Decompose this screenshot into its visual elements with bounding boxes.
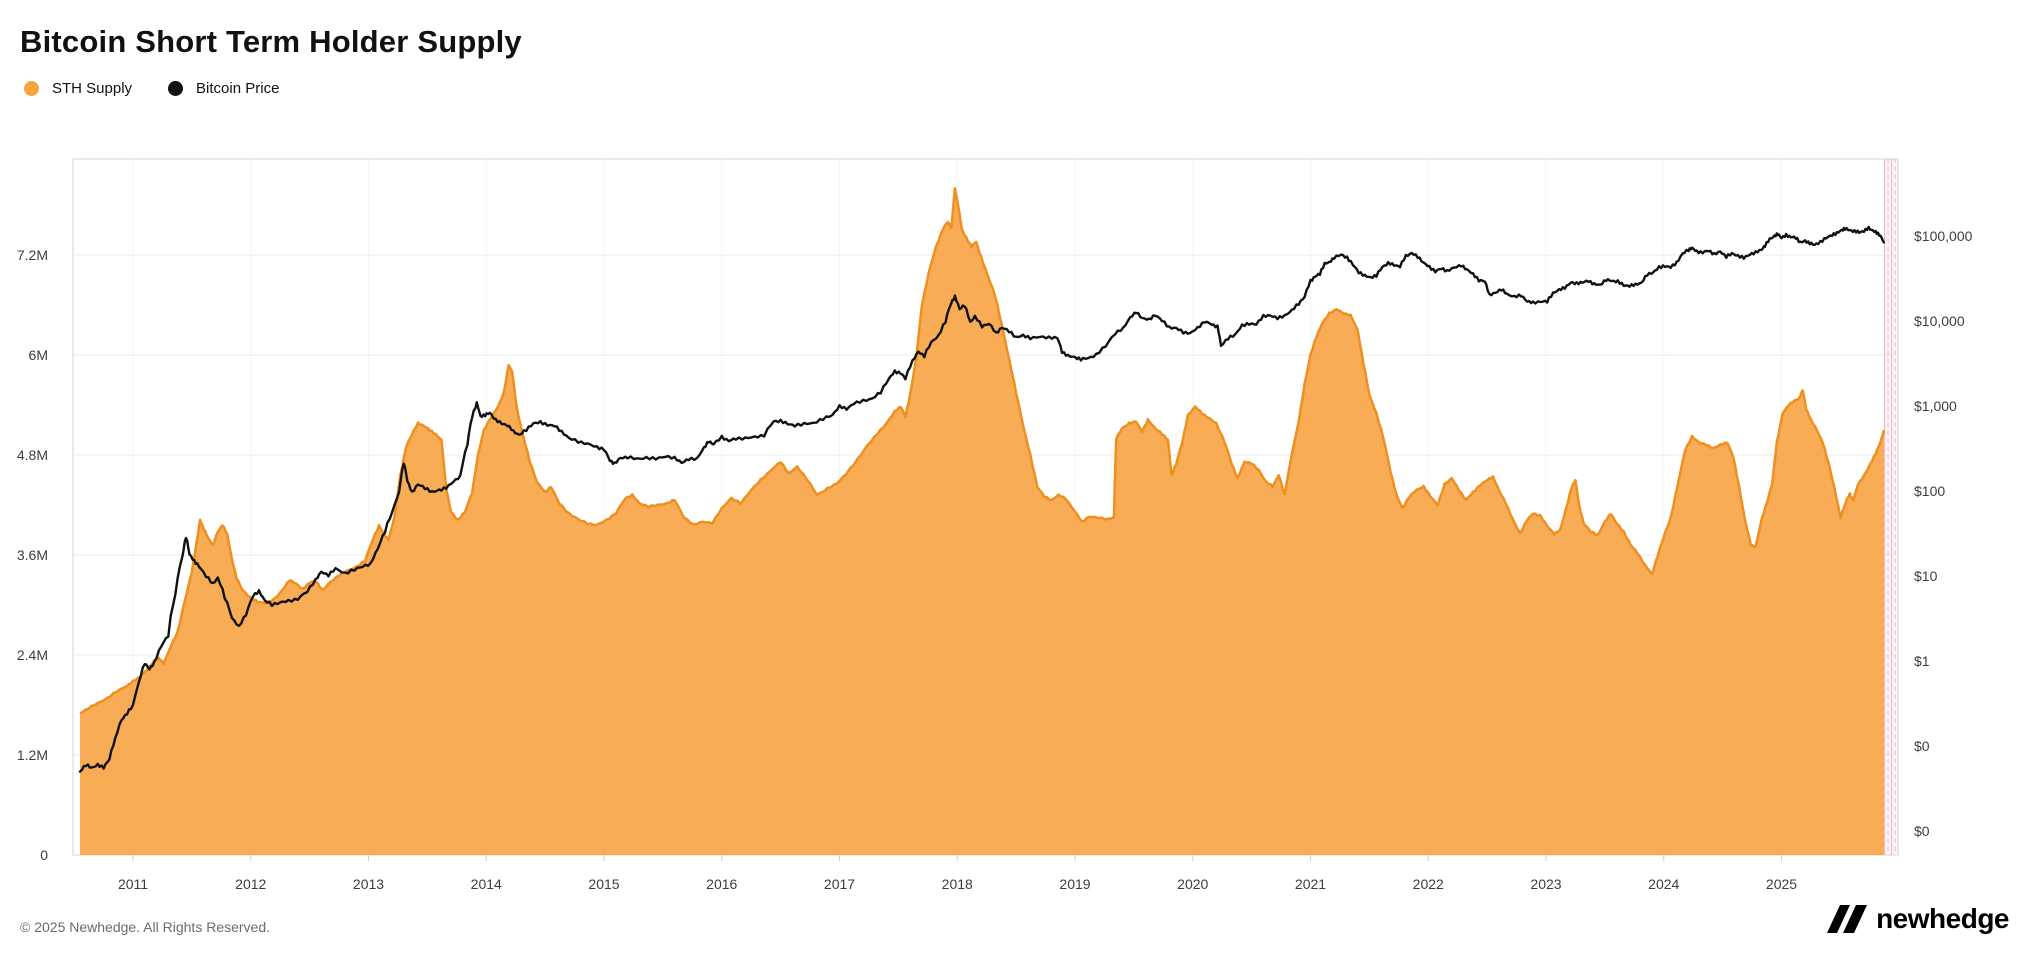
legend-label: STH Supply — [52, 80, 133, 97]
newhedge-logo-text: newhedge — [1876, 903, 2009, 934]
x-axis-tick-label: 2017 — [824, 876, 855, 892]
newhedge-logo-icon — [1827, 905, 1868, 933]
bitcoin-price-dot-icon — [168, 81, 184, 96]
x-axis-tick-label: 2021 — [1295, 876, 1326, 892]
x-axis-tick-label: 2023 — [1530, 876, 1561, 892]
bitcoin-price-line[interactable] — [78, 225, 1886, 773]
y-axis-left-tick-label: 3.6M — [17, 547, 48, 563]
y-axis-right-tick-label: $1,000 — [1914, 398, 1957, 414]
x-axis-tick-label: 2022 — [1413, 876, 1444, 892]
x-axis-tick-label: 2019 — [1059, 876, 1090, 892]
y-axis-left-tick-label: 4.8M — [17, 447, 48, 463]
x-axis-tick-label: 2024 — [1648, 876, 1679, 892]
y-axis-right-tick-label: $100,000 — [1914, 228, 1973, 244]
legend-item-sth-supply[interactable]: STH Supply — [24, 80, 132, 97]
sth-supply-area-edge — [79, 187, 1886, 715]
y-axis-left-tick-label: 7.2M — [17, 247, 48, 263]
x-axis-tick-label: 2025 — [1766, 876, 1797, 892]
y-axis-right-tick-label: $0 — [1914, 738, 1930, 754]
y-axis-right-tick-label: $10 — [1914, 568, 1938, 584]
x-axis-tick-label: 2018 — [942, 876, 973, 892]
y-axis-right-tick-label: $10,000 — [1914, 313, 1965, 329]
copyright-text: © 2025 Newhedge. All Rights Reserved. — [20, 919, 271, 935]
legend-item-bitcoin-price[interactable]: Bitcoin Price — [168, 80, 279, 97]
chart-legend: STH Supply Bitcoin Price — [24, 80, 279, 97]
page-title: Bitcoin Short Term Holder Supply — [20, 24, 522, 59]
x-axis-tick-label: 2020 — [1177, 876, 1208, 892]
y-axis-left-tick-label: 6M — [29, 347, 48, 363]
y-axis-right-tick-label: $100 — [1914, 483, 1945, 499]
legend-label: Bitcoin Price — [196, 80, 280, 97]
x-axis-tick-label: 2012 — [235, 876, 266, 892]
y-axis-left-tick-label: 1.2M — [17, 747, 48, 763]
x-axis-tick-label: 2013 — [353, 876, 384, 892]
y-axis-right-tick-label: $0 — [1914, 823, 1930, 839]
y-axis-left-tick-label: 2.4M — [17, 647, 48, 663]
newhedge-logo[interactable]: newhedge — [1826, 903, 2009, 935]
recent-highlight-band — [1883, 159, 1898, 855]
x-axis-tick-label: 2016 — [706, 876, 737, 892]
x-axis-tick-label: 2011 — [118, 876, 148, 892]
sth-supply-area[interactable] — [80, 188, 1884, 856]
x-axis-tick-label: 2014 — [471, 876, 502, 892]
x-axis-tick-label: 2015 — [588, 876, 619, 892]
sth-supply-dot-icon — [24, 81, 39, 96]
y-axis-left-tick-label: 0 — [40, 847, 48, 863]
y-axis-right-tick-label: $1 — [1914, 653, 1930, 669]
